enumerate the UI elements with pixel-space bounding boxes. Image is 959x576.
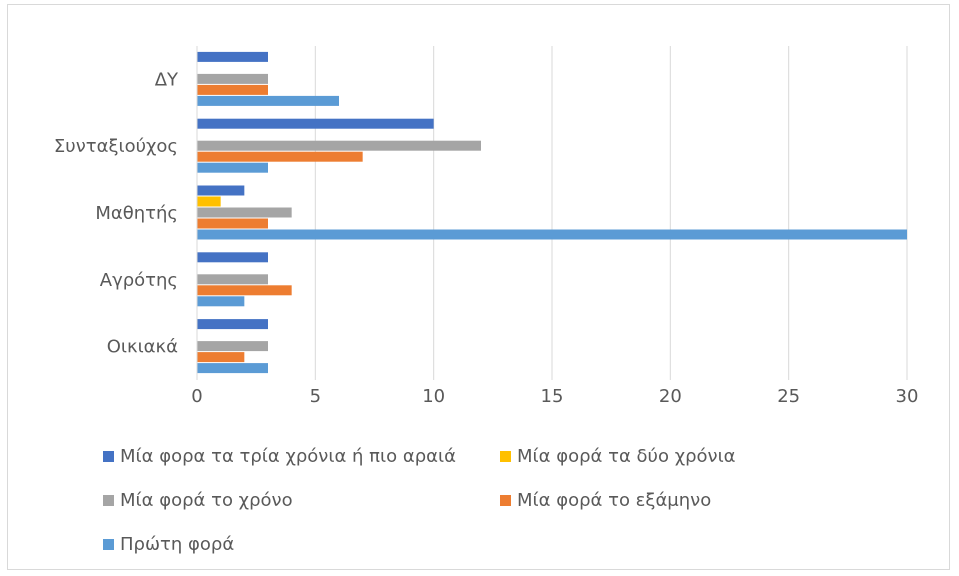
bar: [197, 95, 339, 106]
bar: [197, 151, 363, 162]
bar: [197, 140, 481, 151]
x-tick-label: 15: [541, 386, 564, 407]
x-tick-label: 20: [659, 386, 682, 407]
bar: [197, 252, 268, 263]
bar: [197, 185, 245, 196]
category-label: ΔΥ: [155, 69, 179, 90]
bar: [197, 218, 268, 229]
bar: [197, 296, 245, 307]
bar: [197, 229, 907, 240]
category-label: Οικιακά: [107, 337, 178, 358]
bar: [197, 352, 245, 363]
x-tick-label: 5: [310, 386, 321, 407]
bar: [197, 73, 268, 84]
bar: [197, 118, 434, 129]
bar: [197, 274, 268, 285]
bar: [197, 162, 268, 173]
category-label: Αγρότης: [100, 270, 178, 291]
bar: [197, 51, 268, 62]
x-tick-label: 0: [191, 386, 202, 407]
x-tick-label: 25: [777, 386, 800, 407]
category-label: Συνταξιούχος: [54, 136, 178, 157]
category-label: Μαθητής: [95, 203, 178, 224]
bar: [197, 285, 292, 296]
bar: [197, 363, 268, 374]
chart-frame: [7, 4, 950, 570]
x-tick-label: 30: [896, 386, 919, 407]
bar: [197, 196, 221, 207]
bar: [197, 207, 292, 218]
x-tick-label: 10: [422, 386, 445, 407]
bar: [197, 84, 268, 95]
bar: [197, 341, 268, 352]
bar: [197, 319, 268, 330]
